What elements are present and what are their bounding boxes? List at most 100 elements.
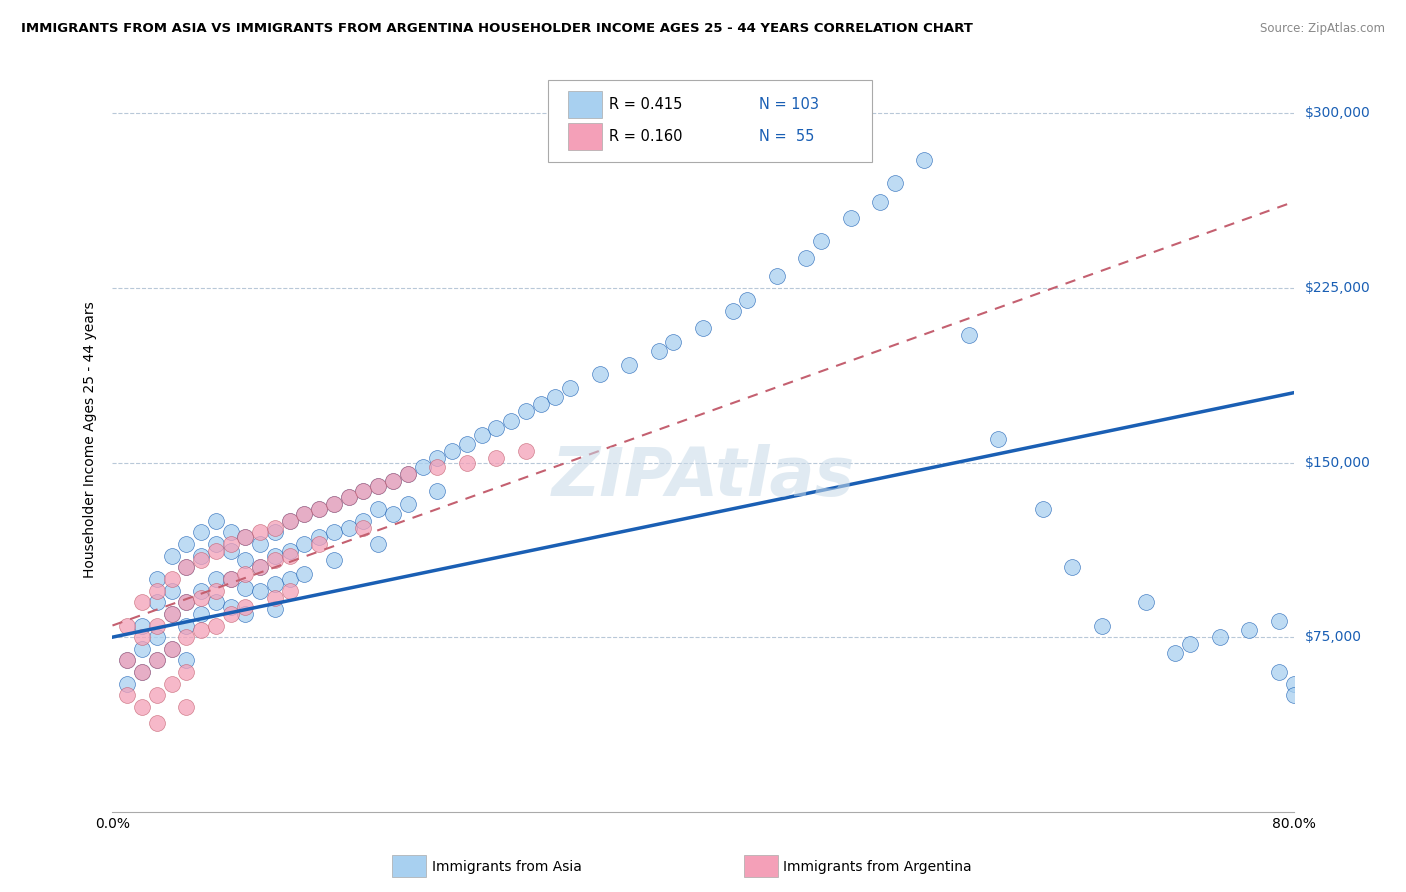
Point [382,507,405,521]
Point [146,653,169,667]
Text: Source: ZipAtlas.com: Source: ZipAtlas.com [1260,22,1385,36]
Point [470,427,494,442]
Point [174,653,197,667]
Point [278,514,301,528]
Point [396,498,419,512]
Point [146,689,169,703]
Point [662,334,685,349]
Point [146,653,169,667]
Point [337,491,360,505]
Point [205,544,228,558]
Point [160,583,183,598]
Point [278,572,301,586]
Point [146,595,169,609]
Point [219,572,242,586]
Text: $300,000: $300,000 [1305,106,1371,120]
Point [117,618,138,632]
Point [233,530,256,544]
Point [515,404,537,418]
Point [117,653,138,667]
Text: $150,000: $150,000 [1305,456,1371,469]
Point [529,397,551,411]
Point [219,537,242,551]
Point [1208,630,1232,644]
Point [249,525,271,540]
Point [308,502,330,516]
Point [869,194,891,209]
Point [1091,618,1114,632]
Text: N = 103: N = 103 [759,97,820,112]
Point [1032,502,1054,516]
Point [796,251,818,265]
Point [174,560,197,574]
Point [219,599,242,614]
Point [441,444,464,458]
Point [249,560,271,574]
Point [264,576,287,591]
Point [957,327,980,342]
Point [160,607,183,621]
Point [456,437,478,451]
Point [501,414,523,428]
Point [131,665,153,679]
Point [426,460,449,475]
Point [205,514,228,528]
Point [914,153,936,167]
Point [323,498,346,512]
Point [426,483,449,498]
Point [396,467,419,482]
Point [721,304,744,318]
Point [190,553,212,567]
Point [146,572,169,586]
Point [160,607,183,621]
Point [205,572,228,586]
Point [117,676,138,690]
Point [205,537,228,551]
Point [367,502,389,516]
Point [292,537,315,551]
Text: IMMIGRANTS FROM ASIA VS IMMIGRANTS FROM ARGENTINA HOUSEHOLDER INCOME AGES 25 - 4: IMMIGRANTS FROM ASIA VS IMMIGRANTS FROM … [21,22,973,36]
Point [117,653,138,667]
Point [264,602,287,616]
Point [1282,676,1305,690]
Point [264,525,287,540]
Text: $75,000: $75,000 [1305,630,1361,644]
Point [352,483,374,498]
Point [249,583,271,598]
Point [233,582,256,596]
Point [292,507,315,521]
Point [278,514,301,528]
Text: R = 0.160: R = 0.160 [609,129,682,144]
Point [485,420,508,434]
Point [190,525,212,540]
Point [219,607,242,621]
Text: R = 0.415: R = 0.415 [609,97,682,112]
Point [337,491,360,505]
Point [278,544,301,558]
Point [337,521,360,535]
Point [766,269,789,284]
Point [737,293,759,307]
Point [1268,614,1291,628]
Point [1282,689,1305,703]
Point [131,700,153,714]
Point [323,498,346,512]
Point [544,391,567,405]
Point [278,583,301,598]
Point [1135,595,1157,609]
Point [1062,560,1084,574]
Point [396,467,419,482]
Point [485,450,508,465]
Point [308,502,330,516]
Point [1239,623,1261,637]
Point [174,630,197,644]
Point [174,700,197,714]
Point [249,560,271,574]
Point [426,450,449,465]
Point [205,595,228,609]
Point [131,665,153,679]
Point [987,433,1010,447]
Point [146,618,169,632]
Point [456,456,478,470]
Point [308,530,330,544]
